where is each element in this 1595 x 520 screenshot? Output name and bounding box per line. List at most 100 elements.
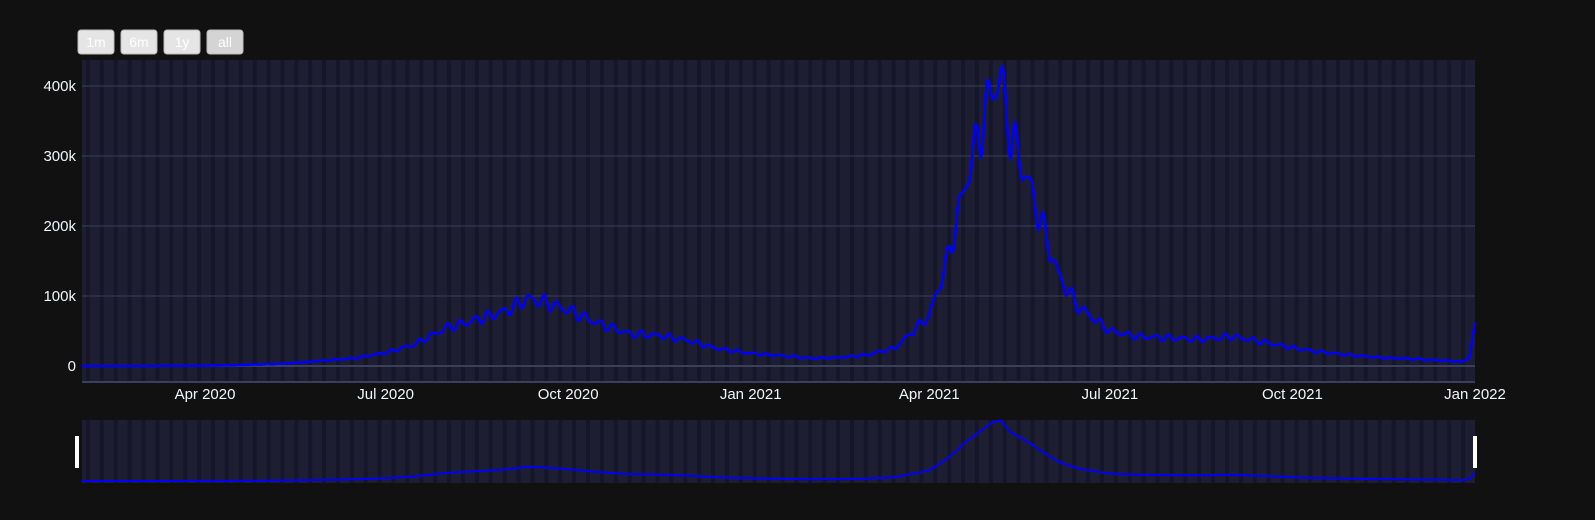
slider-weekend-band (711, 420, 716, 483)
weekend-band (1016, 60, 1021, 382)
slider-weekend-band (1183, 420, 1188, 483)
weekend-band (1127, 60, 1132, 382)
weekend-band (1072, 60, 1077, 382)
slider-weekend-band (447, 420, 452, 483)
slider-weekend-band (1294, 420, 1299, 483)
range-button-6m[interactable]: 6m (120, 29, 158, 55)
weekend-band (141, 60, 146, 382)
range-slider-right-handle[interactable] (1473, 436, 1477, 468)
weekend-band (1238, 60, 1243, 382)
range-selector: 1m 6m 1y all (77, 29, 244, 55)
x-axis-ticks: Apr 2020 Jul 2020 Oct 2020 Jan 2021 Apr 2021… (175, 386, 1506, 403)
weekend-band (1280, 60, 1285, 382)
weekend-band (516, 60, 521, 382)
slider-weekend-band (433, 420, 438, 483)
weekend-band (1461, 60, 1466, 382)
weekend-band (1224, 60, 1229, 382)
weekend-band (669, 60, 674, 382)
slider-weekend-band (1238, 420, 1243, 483)
slider-weekend-band (544, 420, 549, 483)
weekend-band (127, 60, 132, 382)
weekend-band (599, 60, 604, 382)
weekend-band (1169, 60, 1174, 382)
slider-weekend-band (613, 420, 618, 483)
slider-weekend-band (502, 420, 507, 483)
weekend-band (183, 60, 188, 382)
weekend-band (766, 60, 771, 382)
range-slider[interactable] (75, 419, 1477, 483)
weekend-band (252, 60, 257, 382)
weekend-band (1044, 60, 1049, 382)
y-tick-label: 300k (43, 148, 76, 165)
weekend-band (627, 60, 632, 382)
range-button-1m[interactable]: 1m (77, 29, 115, 55)
weekend-band (433, 60, 438, 382)
range-button-1y[interactable]: 1y (163, 29, 201, 55)
weekend-band (683, 60, 688, 382)
weekend-band (363, 60, 368, 382)
range-slider-left-handle[interactable] (75, 436, 79, 468)
weekend-band (933, 60, 938, 382)
slider-weekend-band (1308, 420, 1313, 483)
weekend-band (697, 60, 702, 382)
slider-weekend-band (1433, 420, 1438, 483)
x-tick-label: Oct 2020 (538, 386, 599, 403)
weekend-band (210, 60, 215, 382)
slider-weekend-band (1377, 420, 1382, 483)
slider-weekend-band (1336, 420, 1341, 483)
slider-weekend-band (1141, 420, 1146, 483)
weekend-band (308, 60, 313, 382)
weekend-band (558, 60, 563, 382)
weekend-band (1349, 60, 1354, 382)
weekend-band (377, 60, 382, 382)
weekend-band (1322, 60, 1327, 382)
range-button-label: 1m (86, 34, 105, 50)
slider-weekend-band (197, 420, 202, 483)
x-tick-label: Apr 2021 (899, 386, 960, 403)
slider-weekend-band (419, 420, 424, 483)
weekend-band (85, 60, 90, 382)
weekend-band (1141, 60, 1146, 382)
weekend-band (1308, 60, 1313, 382)
slider-weekend-band (1169, 420, 1174, 483)
weekend-band (113, 60, 118, 382)
slider-weekend-band (530, 420, 535, 483)
slider-weekend-band (655, 420, 660, 483)
range-slider-bands (85, 420, 1466, 483)
weekend-band (711, 60, 716, 382)
slider-weekend-band (405, 420, 410, 483)
range-button-label: 1y (175, 34, 190, 50)
y-gridlines (82, 85, 1475, 367)
slider-weekend-band (752, 420, 757, 483)
slider-weekend-band (1072, 420, 1077, 483)
weekend-band (947, 60, 952, 382)
weekend-band (1197, 60, 1202, 382)
slider-weekend-band (1030, 420, 1035, 483)
weekend-band (919, 60, 924, 382)
weekend-band (238, 60, 243, 382)
slider-weekend-band (1322, 420, 1327, 483)
weekend-band (502, 60, 507, 382)
weekend-band (738, 60, 743, 382)
slider-weekend-band (905, 420, 910, 483)
x-tick-label: Jan 2022 (1444, 386, 1506, 403)
weekend-band (335, 60, 340, 382)
weekend-band (877, 60, 882, 382)
range-button-bg (206, 29, 244, 55)
slider-weekend-band (183, 420, 188, 483)
range-button-bg (77, 29, 115, 55)
slider-weekend-band (322, 420, 327, 483)
weekend-band (863, 60, 868, 382)
weekend-band (419, 60, 424, 382)
slider-weekend-band (280, 420, 285, 483)
weekend-band (905, 60, 910, 382)
range-button-all[interactable]: all (206, 29, 244, 55)
slider-weekend-band (780, 420, 785, 483)
weekend-band (391, 60, 396, 382)
slider-weekend-band (988, 420, 993, 483)
weekend-band (155, 60, 160, 382)
slider-weekend-band (697, 420, 702, 483)
weekend-band (572, 60, 577, 382)
slider-weekend-band (1113, 420, 1118, 483)
main-plot-area (82, 60, 1477, 383)
